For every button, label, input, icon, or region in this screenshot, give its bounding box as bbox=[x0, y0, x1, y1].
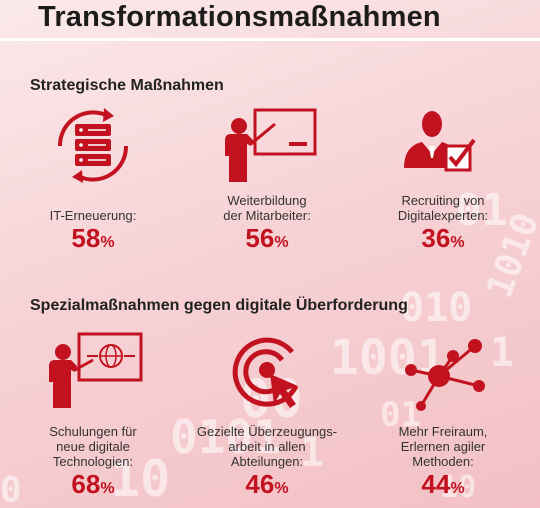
percent-sign: % bbox=[274, 234, 289, 251]
section-heading-special: Spezialmaßnahmen gegen digitale Überford… bbox=[30, 297, 408, 314]
percent-sign: % bbox=[100, 234, 115, 251]
label-line: der Mitarbeiter: bbox=[223, 208, 311, 223]
training-globe-icon bbox=[49, 332, 143, 408]
label-line: Recruiting von bbox=[401, 193, 485, 208]
server-sync-icon bbox=[57, 108, 129, 183]
label-line: Gezielte Überzeugungs- bbox=[196, 424, 338, 439]
label-line: arbeit in allen bbox=[228, 439, 306, 454]
percent-number: 58 bbox=[71, 223, 101, 253]
section-heading-strategic: Strategische Maßnahmen bbox=[30, 77, 224, 94]
label-line: Digitalexperten: bbox=[397, 208, 489, 223]
title-underline bbox=[0, 38, 540, 41]
tile-persuasion: Gezielte Überzeugungs- arbeit in allen A… bbox=[182, 330, 352, 504]
tile-it-renewal: IT-Erneuerung: 58% bbox=[8, 106, 178, 258]
tile-training: Weiterbildung der Mitarbeiter: 56% bbox=[182, 106, 352, 258]
label-line: Erlernen agiler bbox=[400, 439, 486, 454]
tile-agile-methods: Mehr Freiraum, Erlernen agiler Methoden:… bbox=[358, 330, 528, 504]
percent-number: 46 bbox=[245, 469, 275, 499]
label-line: Schulungen für bbox=[49, 424, 137, 439]
percent-number: 56 bbox=[245, 223, 275, 253]
label-line: neue digitale bbox=[56, 439, 130, 454]
percent-value: 36% bbox=[358, 223, 528, 258]
tile-technology-courses: Schulungen für neue digitale Technologie… bbox=[8, 330, 178, 504]
label-line: Technologien: bbox=[52, 454, 134, 469]
percent-sign: % bbox=[450, 234, 465, 251]
percent-sign: % bbox=[450, 480, 465, 497]
percent-sign: % bbox=[274, 480, 289, 497]
recruiting-checkmark-icon bbox=[404, 111, 476, 172]
percent-value: 56% bbox=[182, 223, 352, 258]
percent-value: 68% bbox=[8, 469, 178, 504]
network-nodes-icon bbox=[405, 339, 485, 411]
page-title: Transformationsmaßnahmen bbox=[38, 1, 441, 33]
label-line bbox=[8, 193, 178, 208]
target-cursor-icon bbox=[232, 337, 299, 408]
percent-number: 44 bbox=[421, 469, 451, 499]
percent-value: 44% bbox=[358, 469, 528, 504]
percent-number: 36 bbox=[421, 223, 451, 253]
label-line: Abteilungen: bbox=[230, 454, 304, 469]
label-line: Methoden: bbox=[412, 454, 474, 469]
label-line: IT-Erneuerung: bbox=[49, 208, 137, 223]
percent-number: 68 bbox=[71, 469, 101, 499]
label-line: Weiterbildung bbox=[227, 193, 307, 208]
presentation-icon bbox=[225, 108, 317, 182]
percent-sign: % bbox=[100, 480, 115, 497]
tile-recruiting: Recruiting von Digitalexperten: 36% bbox=[358, 106, 528, 258]
label-line: Mehr Freiraum, bbox=[398, 424, 488, 439]
percent-value: 58% bbox=[8, 223, 178, 258]
percent-value: 46% bbox=[182, 469, 352, 504]
